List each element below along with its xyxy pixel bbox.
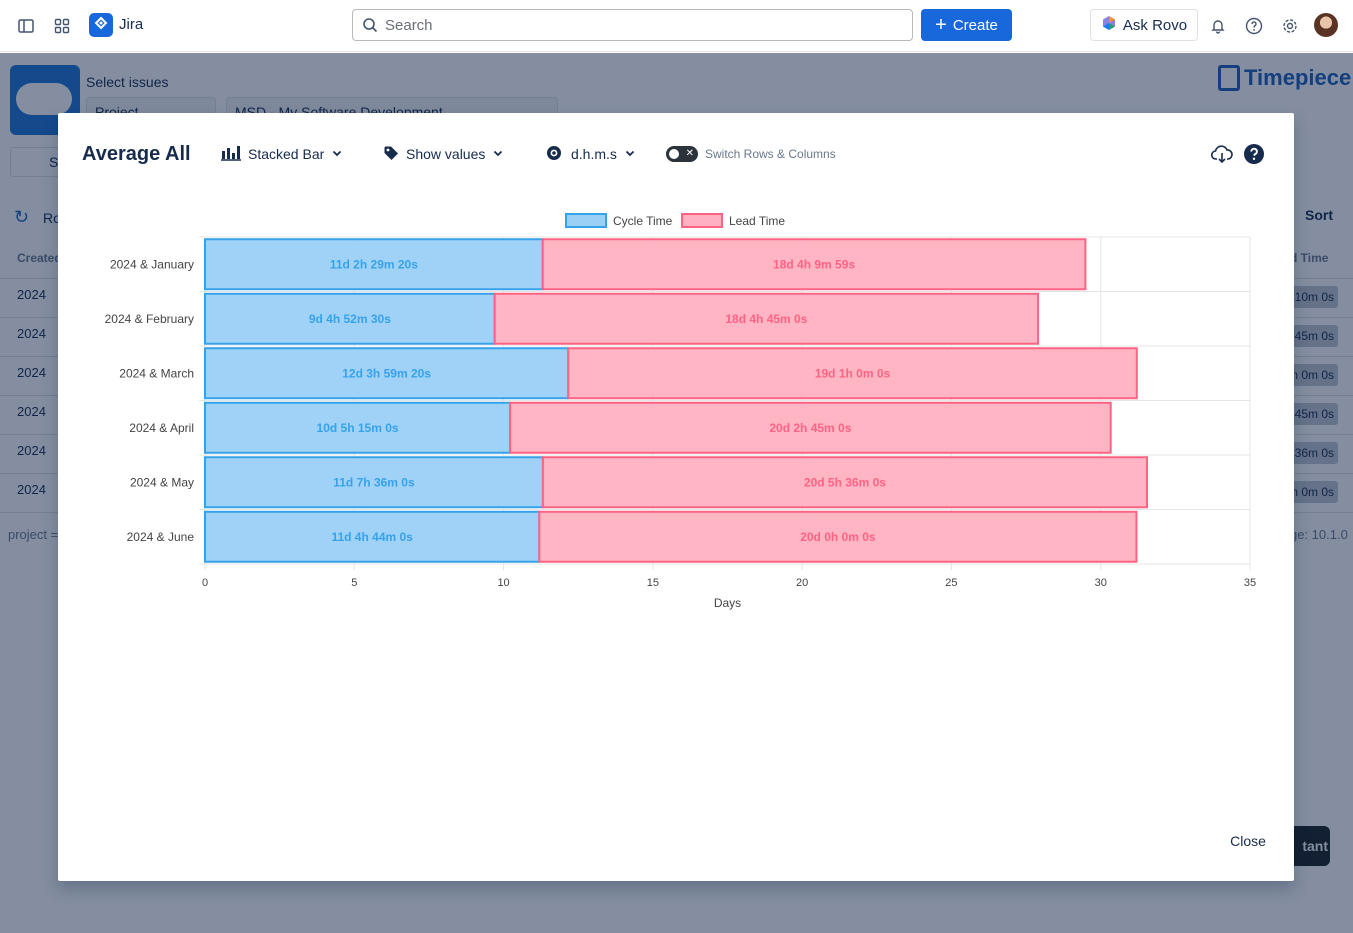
x-tick-label: 35: [1244, 577, 1256, 589]
top-nav: Jira Search + Create Ask Rovo: [0, 0, 1353, 52]
switch-rows-columns-toggle[interactable]: Switch Rows & Columns: [666, 144, 836, 164]
legend-swatch-lead: [681, 213, 723, 228]
lead-time-value-label: 20d 0h 0m 0s: [800, 530, 876, 544]
sidebar-toggle-icon[interactable]: [14, 14, 38, 38]
x-tick-label: 25: [945, 577, 957, 589]
cycle-time-bar: [204, 510, 541, 563]
category-label: 2024 & April: [129, 421, 194, 435]
notifications-icon[interactable]: [1206, 14, 1230, 38]
lead-time-bar: [538, 510, 1138, 563]
search-icon: [362, 17, 378, 37]
lead-time-bar: [509, 401, 1112, 454]
help-icon[interactable]: [1242, 14, 1266, 38]
x-tick-label: 20: [796, 577, 808, 589]
eye-icon: [544, 145, 564, 164]
toggle-switch[interactable]: [666, 146, 698, 162]
cycle-time-bar: [204, 401, 512, 454]
cycle-time-value-label: 10d 5h 15m 0s: [317, 421, 399, 435]
search-placeholder: Search: [385, 16, 433, 34]
switch-label: Switch Rows & Columns: [705, 147, 836, 161]
time-format-label: d.h.m.s: [571, 146, 617, 162]
lead-time-value-label: 18d 4h 9m 59s: [773, 257, 855, 271]
stacked-bar-chart: 11d 2h 29m 20s 18d 4h 9m 59s 2024 & Januar…: [105, 213, 1256, 610]
lead-time-bar: [541, 456, 1148, 509]
chart-modal: Average All Stacked Bar Show values d.h.…: [58, 113, 1294, 881]
x-tick-label: 15: [647, 577, 659, 589]
app-name[interactable]: Jira: [119, 16, 144, 33]
create-label: Create: [952, 16, 998, 34]
category-label: 2024 & January: [110, 257, 194, 271]
ask-rovo-button[interactable]: Ask Rovo: [1090, 9, 1198, 41]
create-button[interactable]: + Create: [921, 9, 1012, 41]
chevron-down-icon: [624, 146, 636, 162]
close-button[interactable]: Close: [1210, 829, 1286, 853]
legend-label-cycle: Cycle Time: [613, 214, 673, 228]
category-label: 2024 & June: [127, 530, 195, 544]
category-label: 2024 & March: [119, 366, 194, 380]
x-tick-label: 30: [1095, 577, 1107, 589]
cycle-time-value-label: 12d 3h 59m 20s: [342, 366, 431, 380]
lead-time-value-label: 20d 2h 45m 0s: [769, 421, 851, 435]
lead-time-value-label: 20d 5h 36m 0s: [804, 475, 886, 489]
x-tick-label: 5: [351, 577, 357, 589]
cycle-time-bar: [204, 456, 544, 509]
cycle-time-bar: [204, 347, 570, 400]
x-tick-label: 0: [202, 577, 208, 589]
rovo-icon: [1101, 15, 1117, 35]
cycle-time-value-label: 11d 2h 29m 20s: [330, 257, 418, 271]
cycle-time-bar: [204, 238, 544, 291]
chevron-down-icon: [492, 146, 504, 162]
bar-chart-icon: [221, 145, 241, 164]
cloud-download-icon[interactable]: [1210, 142, 1234, 166]
jira-logo-icon[interactable]: [89, 13, 113, 37]
user-avatar[interactable]: [1314, 13, 1338, 37]
lead-time-value-label: 18d 4h 45m 0s: [725, 312, 807, 326]
show-values-label: Show values: [406, 146, 486, 162]
x-axis-title: Days: [714, 596, 741, 610]
help-circle-icon[interactable]: [1242, 142, 1266, 166]
plus-icon: +: [935, 14, 947, 36]
chart-type-label: Stacked Bar: [248, 146, 325, 162]
category-label: 2024 & May: [130, 475, 194, 489]
legend-swatch-cycle: [565, 213, 607, 228]
lead-time-bar: [541, 238, 1087, 291]
lead-time-value-label: 19d 1h 0m 0s: [815, 366, 891, 380]
time-format-dropdown[interactable]: d.h.m.s: [544, 144, 636, 164]
search-input[interactable]: Search: [352, 9, 913, 41]
tag-icon: [383, 145, 399, 164]
cycle-time-value-label: 11d 7h 36m 0s: [333, 475, 415, 489]
modal-title: Average All: [82, 143, 191, 165]
ask-rovo-label: Ask Rovo: [1122, 16, 1188, 34]
lead-time-bar: [493, 292, 1040, 345]
category-label: 2024 & February: [105, 312, 194, 326]
cycle-time-value-label: 11d 4h 44m 0s: [331, 530, 413, 544]
cycle-time-value-label: 9d 4h 52m 30s: [309, 312, 391, 326]
settings-icon[interactable]: [1278, 14, 1302, 38]
legend-label-lead: Lead Time: [729, 214, 785, 228]
x-tick-label: 10: [497, 577, 509, 589]
chart-type-dropdown[interactable]: Stacked Bar: [221, 144, 343, 164]
chevron-down-icon: [331, 146, 343, 162]
app-switcher-icon[interactable]: [50, 14, 74, 38]
lead-time-bar: [567, 347, 1138, 400]
show-values-dropdown[interactable]: Show values: [383, 144, 504, 164]
